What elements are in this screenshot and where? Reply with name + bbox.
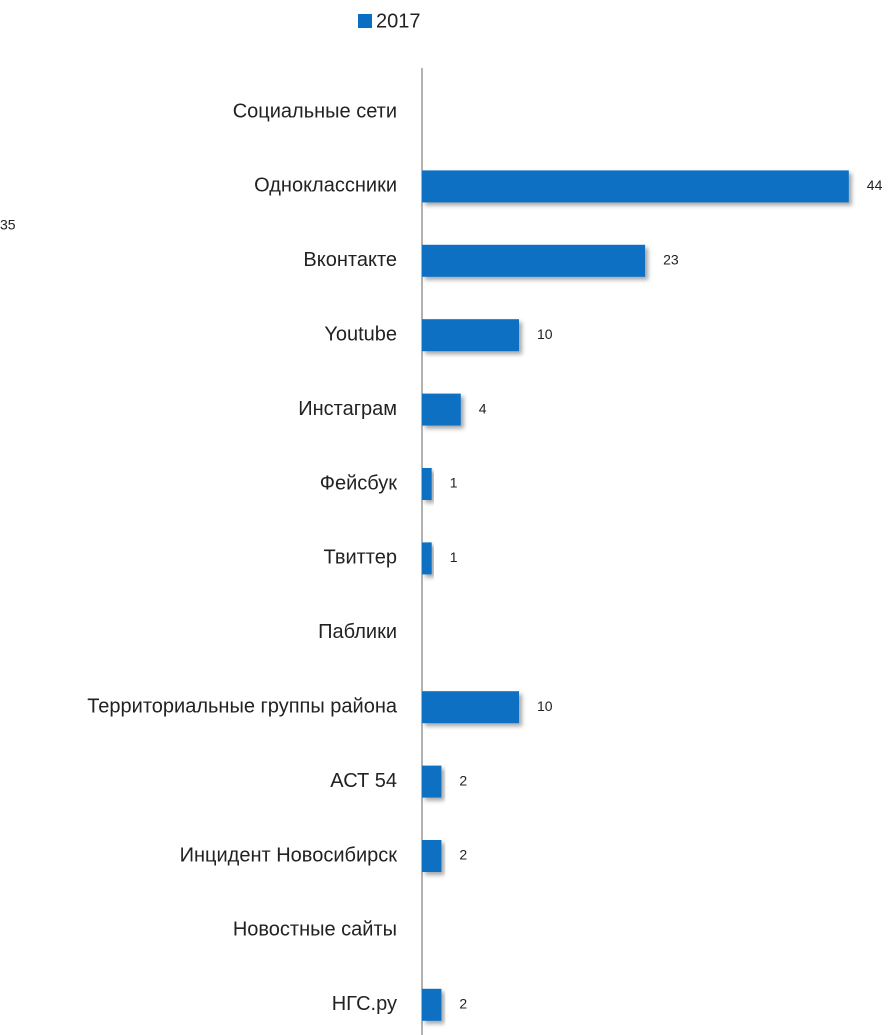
y-tick-label: Социальные сети: [233, 100, 397, 122]
bar: [422, 319, 519, 352]
data-label: 44: [867, 177, 883, 193]
legend-swatch: [358, 14, 372, 28]
bar: [422, 840, 442, 872]
y-tick-label: Инстаграм: [298, 398, 397, 420]
annotation: 35: [0, 217, 16, 233]
bar: [422, 393, 461, 426]
y-tick-label: Новостные сайты: [233, 919, 397, 941]
bar: [422, 691, 519, 724]
data-label: 10: [537, 698, 553, 714]
bar: [422, 542, 432, 575]
data-label: 2: [459, 772, 467, 788]
y-tick-label: Паблики: [318, 621, 397, 643]
data-label: 4: [479, 400, 487, 416]
y-tick-label: Инцидент Новосибирск: [180, 844, 398, 866]
y-tick-label: Твиттер: [324, 547, 397, 569]
y-tick-label: Одноклассники: [254, 175, 397, 197]
y-tick-label: АСТ 54: [330, 770, 397, 792]
data-label: 1: [450, 549, 458, 565]
data-label: 10: [537, 326, 553, 342]
bar: [422, 244, 646, 277]
data-label: 2: [459, 847, 467, 863]
data-label: 2: [459, 996, 467, 1012]
bar: [422, 988, 442, 1021]
y-tick-label: Фейсбук: [320, 472, 398, 494]
data-label: 23: [663, 252, 679, 268]
y-tick-label: Вконтакте: [303, 249, 397, 271]
y-tick-label: Youtube: [324, 323, 397, 345]
bar: [422, 468, 432, 500]
bar: [422, 765, 442, 798]
legend-label: 2017: [376, 10, 421, 32]
bar: [422, 170, 849, 203]
y-tick-label: НГС.ру: [332, 993, 397, 1015]
data-label: 1: [450, 475, 458, 491]
y-tick-label: Территориальные группы района: [87, 695, 398, 717]
